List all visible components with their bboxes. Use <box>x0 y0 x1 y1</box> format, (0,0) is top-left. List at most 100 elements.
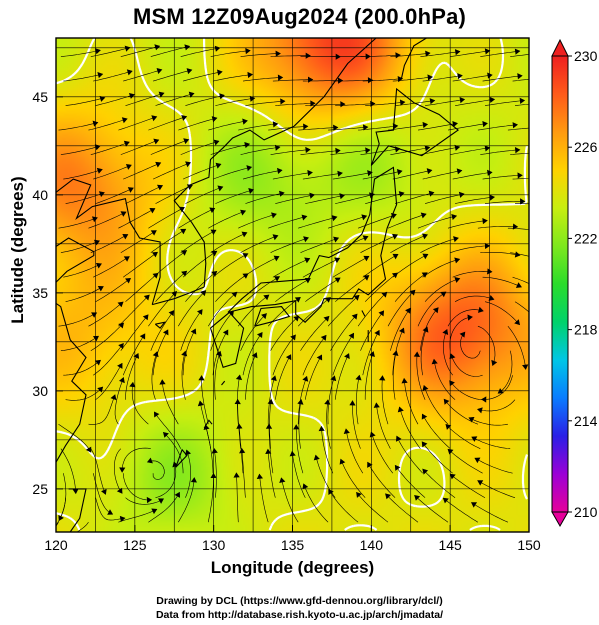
streamline <box>362 254 399 278</box>
streamline-arrow <box>277 74 284 81</box>
streamline-arrow <box>310 100 316 107</box>
streamline <box>364 351 374 400</box>
streamline-arrow <box>121 117 128 124</box>
streamline <box>114 377 124 425</box>
streamline-arrow <box>378 310 385 317</box>
streamline <box>122 473 152 501</box>
streamline <box>90 322 124 351</box>
streamline-arrow <box>217 185 224 192</box>
streamline-arrow <box>421 413 428 420</box>
streamline-arrow <box>474 457 481 464</box>
streamline <box>332 79 373 82</box>
streamline-arrow <box>390 213 397 219</box>
coastline <box>400 38 427 80</box>
streamline <box>152 162 191 180</box>
streamline <box>238 294 270 327</box>
streamline-arrow <box>334 277 341 284</box>
streamline-arrow <box>277 167 283 174</box>
streamline <box>120 314 149 351</box>
streamline <box>236 472 239 523</box>
streamline <box>148 116 187 131</box>
colorbar-ticks: 210 214 218 222 226 230 <box>568 48 598 520</box>
streamline <box>395 192 434 204</box>
streamline-arrow <box>139 333 146 340</box>
streamline <box>468 417 508 426</box>
streamline-arrow <box>323 315 330 322</box>
streamline <box>63 169 103 180</box>
streamline <box>240 146 280 155</box>
streamline <box>270 315 300 351</box>
streamline <box>392 254 429 278</box>
streamline-arrow <box>304 277 311 284</box>
streamline <box>387 213 427 229</box>
streamline <box>268 424 274 474</box>
streamline-arrow <box>309 192 315 199</box>
streamline-arrow <box>261 313 267 320</box>
streamline <box>58 122 98 131</box>
streamline <box>510 54 529 57</box>
coastline <box>56 302 87 464</box>
streamline <box>480 252 520 256</box>
streamline <box>364 272 398 302</box>
streamline <box>497 350 513 394</box>
streamline-arrow <box>188 91 195 98</box>
streamline-arrow <box>456 168 463 175</box>
streamline-arrow <box>427 74 433 81</box>
streamline-arrow <box>512 223 519 230</box>
streamline-arrow <box>484 48 491 55</box>
streamline-arrow <box>413 351 421 357</box>
streamline-arrow <box>445 423 452 430</box>
streamline <box>212 74 253 82</box>
streamline-arrow <box>293 424 300 430</box>
streamline-arrow <box>216 350 222 357</box>
streamline <box>482 175 523 180</box>
streamline-arrow <box>477 407 483 414</box>
x-tick-label: 135 <box>281 537 305 553</box>
streamline-arrow <box>337 77 344 84</box>
streamline <box>155 184 193 204</box>
streamline-arrow <box>482 218 488 225</box>
streamline <box>215 97 255 106</box>
streamline-arrow <box>153 138 160 145</box>
streamline <box>88 301 124 327</box>
streamline-arrow <box>457 73 463 80</box>
streamline <box>295 424 304 474</box>
streamline-arrow <box>379 375 386 381</box>
streamline <box>245 276 280 302</box>
streamline <box>178 290 207 327</box>
streamline-arrow <box>146 496 153 504</box>
streamline-arrow <box>247 71 253 79</box>
streamline <box>58 423 92 453</box>
streamline-arrow <box>440 291 447 298</box>
streamline-arrow <box>116 487 123 494</box>
streamline <box>268 216 307 229</box>
streamline-arrow <box>334 257 341 264</box>
streamline <box>381 375 389 425</box>
streamline-arrow <box>320 334 327 341</box>
streamline-arrow <box>156 184 164 191</box>
streamline <box>155 461 177 498</box>
streamline <box>357 291 388 327</box>
streamline-arrow <box>85 446 92 453</box>
streamline-arrow <box>514 319 520 326</box>
streamline <box>215 189 254 204</box>
streamline <box>242 77 283 82</box>
streamline <box>118 294 150 327</box>
streamline-arrow <box>459 97 466 104</box>
streamline <box>270 237 309 253</box>
streamline <box>161 379 179 425</box>
streamline <box>360 54 401 57</box>
streamline-arrow <box>429 98 436 105</box>
streamline <box>210 143 250 155</box>
streamline-arrow <box>211 250 218 257</box>
streamline-arrow <box>197 400 204 407</box>
streamline <box>447 448 483 474</box>
streamline-arrow <box>178 206 185 213</box>
streamline <box>148 492 180 523</box>
streamline <box>447 220 488 229</box>
streamline <box>238 423 244 474</box>
streamline <box>394 272 428 302</box>
streamline-arrow <box>468 416 475 423</box>
streamline <box>425 193 465 204</box>
streamline <box>242 332 263 376</box>
